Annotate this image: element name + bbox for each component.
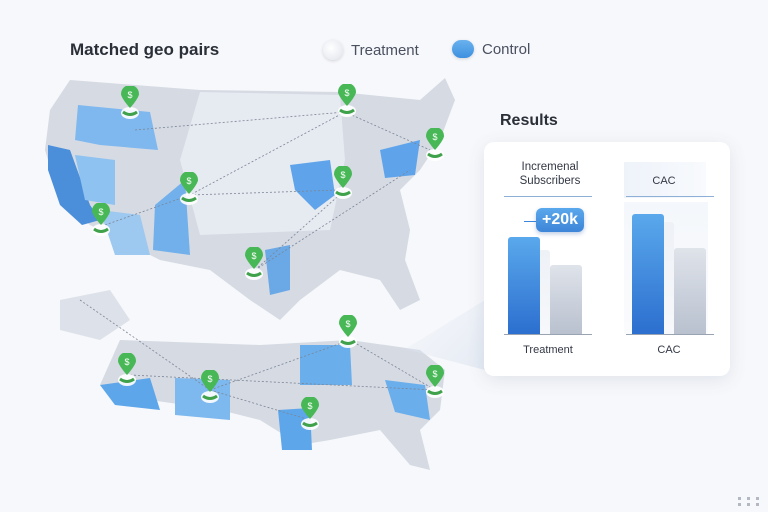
page-title: Matched geo pairs bbox=[70, 40, 220, 59]
lift-badge: +20k bbox=[536, 208, 585, 232]
xlabel-treatment: Treatment bbox=[523, 344, 573, 356]
bar-treatment-cac bbox=[632, 214, 664, 334]
pair-connections bbox=[79, 111, 436, 421]
bar-treatment-subscribers bbox=[508, 237, 540, 334]
divider bbox=[504, 196, 592, 197]
legend-treatment: Treatment bbox=[323, 40, 419, 60]
incremental-subscribers-header: Incremenal Subscribers bbox=[519, 161, 581, 187]
baseline bbox=[626, 334, 714, 335]
top-map bbox=[45, 78, 455, 320]
us-map-illustration: $ bbox=[45, 78, 455, 470]
baseline bbox=[504, 334, 592, 335]
badge-connector bbox=[524, 221, 538, 222]
xlabel-cac: CAC bbox=[657, 344, 681, 356]
results-title: Results bbox=[500, 112, 558, 129]
legend-control-label: Control bbox=[482, 40, 531, 58]
control-swatch-icon bbox=[452, 40, 474, 58]
divider bbox=[626, 196, 714, 197]
cac-header: CAC bbox=[652, 175, 676, 187]
legend-control: Control bbox=[452, 40, 530, 58]
watermark-dots-icon bbox=[738, 497, 762, 506]
bar-control-cac bbox=[674, 248, 706, 334]
legend-treatment-label: Treatment bbox=[351, 41, 419, 59]
cac-header-bg bbox=[624, 162, 706, 198]
treatment-swatch-icon bbox=[323, 40, 343, 60]
results-card: Incremenal Subscribers CAC +20k Treatmen… bbox=[484, 142, 730, 376]
bar-control-subscribers bbox=[550, 265, 582, 334]
bottom-map bbox=[60, 290, 445, 470]
